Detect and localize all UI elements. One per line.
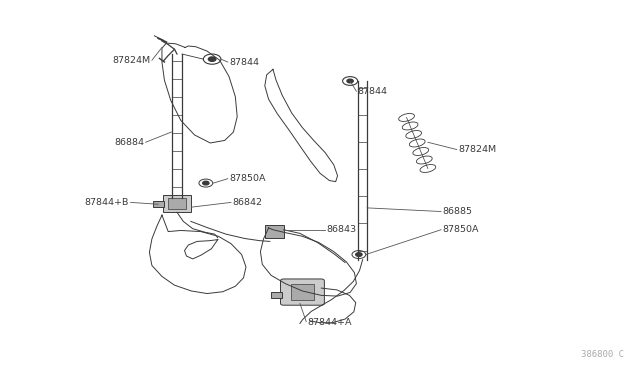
Text: 87844+A: 87844+A xyxy=(307,318,352,327)
Circle shape xyxy=(203,181,209,185)
Bar xyxy=(265,225,284,238)
Text: 87844: 87844 xyxy=(229,58,259,67)
Circle shape xyxy=(209,57,216,61)
Text: 87844: 87844 xyxy=(358,87,388,96)
Text: 87850A: 87850A xyxy=(442,225,479,234)
Text: 86884: 86884 xyxy=(115,138,145,147)
Text: 386800 C: 386800 C xyxy=(581,350,624,359)
Text: 87850A: 87850A xyxy=(229,174,266,183)
FancyBboxPatch shape xyxy=(280,279,324,305)
Circle shape xyxy=(347,79,353,83)
Text: 86842: 86842 xyxy=(232,198,262,207)
Text: 86843: 86843 xyxy=(326,225,356,234)
Text: 86885: 86885 xyxy=(442,207,472,216)
Bar xyxy=(291,285,314,300)
Bar xyxy=(271,292,282,298)
Bar xyxy=(163,195,191,212)
Bar xyxy=(153,201,164,207)
Circle shape xyxy=(356,253,362,256)
Text: 87824M: 87824M xyxy=(458,145,496,154)
Text: 87824M: 87824M xyxy=(113,56,150,65)
Text: 87844+B: 87844+B xyxy=(84,198,129,207)
Bar xyxy=(168,198,186,209)
